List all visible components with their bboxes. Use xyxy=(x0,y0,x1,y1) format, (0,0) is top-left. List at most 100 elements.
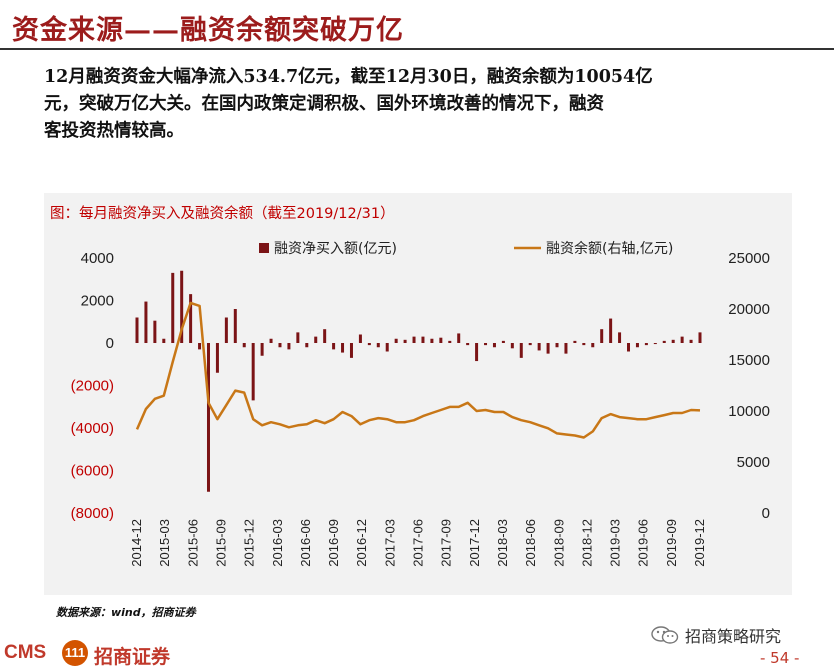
bar-net-buy xyxy=(582,343,586,346)
bar-net-buy xyxy=(653,343,657,345)
bar-net-buy xyxy=(180,270,184,343)
bar-net-buy xyxy=(260,343,264,356)
x-axis-tick-label: 2017-03 xyxy=(382,519,397,567)
wechat-icon xyxy=(651,626,679,644)
bar-net-buy xyxy=(144,301,148,343)
chart-panel xyxy=(44,193,792,595)
x-axis-tick-label: 2019-09 xyxy=(664,519,679,567)
right-axis-tick-label: 25000 xyxy=(728,250,770,267)
bar-net-buy xyxy=(671,339,675,343)
bar-net-buy xyxy=(627,343,631,352)
bar-net-buy xyxy=(403,339,407,343)
bar-net-buy xyxy=(162,338,166,343)
title-divider xyxy=(0,48,834,50)
bar-net-buy xyxy=(635,343,639,348)
bar-net-buy xyxy=(367,343,371,346)
bar-net-buy xyxy=(475,343,479,362)
bar-net-buy xyxy=(198,343,202,350)
x-axis-tick-label: 2015-06 xyxy=(185,519,200,567)
bar-net-buy xyxy=(394,338,398,343)
bar-net-buy xyxy=(466,343,470,346)
bar-net-buy xyxy=(278,343,282,348)
logo-badge-icon: 111 xyxy=(62,640,88,666)
bar-net-buy xyxy=(376,343,380,348)
x-axis-tick-label: 2014-12 xyxy=(129,519,144,567)
x-axis-tick-label: 2018-12 xyxy=(579,519,594,567)
x-axis-tick-label: 2018-06 xyxy=(523,519,538,567)
right-axis-tick-label: 15000 xyxy=(728,352,770,369)
x-axis-tick-label: 2017-09 xyxy=(439,519,454,567)
bar-net-buy xyxy=(439,337,443,343)
left-axis-tick-label: (4000) xyxy=(71,420,114,437)
bar-net-buy xyxy=(412,336,416,343)
bar-net-buy xyxy=(305,343,309,348)
bar-net-buy xyxy=(430,338,434,343)
page-number: - 54 - xyxy=(760,649,800,667)
page-title: 资金来源——融资余额突破万亿 xyxy=(12,15,404,46)
right-axis-tick-label: 0 xyxy=(762,505,770,522)
left-axis-tick-label: (8000) xyxy=(71,505,114,522)
bar-net-buy xyxy=(189,294,193,343)
x-axis-tick-label: 2017-12 xyxy=(467,519,482,567)
bar-net-buy xyxy=(484,343,488,346)
bar-net-buy xyxy=(555,343,559,348)
financing-chart: 400020000(2000)(4000)(6000)(8000)2500020… xyxy=(71,240,770,567)
watermark-text: 招商策略研究 xyxy=(685,627,782,646)
right-axis-tick-label: 20000 xyxy=(728,301,770,318)
bar-net-buy xyxy=(591,343,595,348)
left-axis-tick-label: (6000) xyxy=(71,463,114,480)
bar-net-buy xyxy=(296,332,300,343)
bar-net-buy xyxy=(215,343,219,373)
bar-net-buy xyxy=(314,336,318,343)
x-axis-tick-label: 2016-03 xyxy=(270,519,285,567)
summary-line-1: 12月融资资金大幅净流入534.7亿元，截至12月30日，融资余额为10054亿 xyxy=(44,67,653,87)
chart-title: 图：每月融资净买入及融资余额（截至2019/12/31） xyxy=(50,206,395,222)
x-axis-tick-label: 2018-03 xyxy=(495,519,510,567)
bar-net-buy xyxy=(206,343,210,492)
bar-net-buy xyxy=(501,340,505,343)
left-axis-tick-label: 4000 xyxy=(81,250,114,267)
logo-cms-text: CMS xyxy=(4,642,47,663)
logo-company-name: 招商证券 xyxy=(94,646,171,668)
legend-bar-label: 融资净买入额(亿元) xyxy=(274,241,397,257)
bar-net-buy xyxy=(332,343,336,350)
bar-net-buy xyxy=(644,343,648,346)
bar-net-buy xyxy=(680,336,684,343)
x-axis-tick-label: 2019-03 xyxy=(608,519,623,567)
bar-net-buy xyxy=(564,343,568,354)
bar-net-buy xyxy=(689,339,693,343)
bar-net-buy xyxy=(519,343,523,358)
bar-net-buy xyxy=(323,329,327,343)
x-axis-tick-label: 2016-09 xyxy=(326,519,341,567)
bar-net-buy xyxy=(341,343,345,353)
bar-net-buy xyxy=(662,340,666,343)
right-axis-tick-label: 10000 xyxy=(728,403,770,420)
x-axis-tick-label: 2015-03 xyxy=(157,519,172,567)
left-axis-tick-label: 0 xyxy=(106,335,114,352)
x-axis-tick-label: 2015-09 xyxy=(213,519,228,567)
bar-net-buy xyxy=(573,340,577,343)
summary-line-2: 元，突破万亿大关。在国内政策定调积极、国外环境改善的情况下，融资 xyxy=(44,94,604,114)
bar-net-buy xyxy=(224,317,228,343)
bar-net-buy xyxy=(135,317,139,343)
x-axis-tick-label: 2019-12 xyxy=(692,519,707,567)
bar-net-buy xyxy=(448,340,452,343)
bar-net-buy xyxy=(600,329,604,343)
bar-net-buy xyxy=(287,343,291,350)
bar-net-buy xyxy=(251,343,255,401)
x-axis-tick-label: 2019-06 xyxy=(636,519,651,567)
bar-net-buy xyxy=(153,320,157,343)
bar-net-buy xyxy=(358,334,362,343)
company-logo: CMS 111 招商证券 xyxy=(0,636,220,672)
right-axis-tick-label: 5000 xyxy=(737,454,770,471)
summary-line-3: 客投资热情较高。 xyxy=(44,121,184,141)
bar-net-buy xyxy=(233,309,237,343)
x-axis-tick-label: 2017-06 xyxy=(411,519,426,567)
left-axis-tick-label: (2000) xyxy=(71,378,114,395)
bar-net-buy xyxy=(698,332,702,343)
bar-net-buy xyxy=(492,343,496,348)
x-axis-tick-label: 2016-06 xyxy=(298,519,313,567)
left-axis-tick-label: 2000 xyxy=(81,293,114,310)
line-financing-balance xyxy=(135,301,701,439)
x-axis-tick-label: 2015-12 xyxy=(242,519,257,567)
